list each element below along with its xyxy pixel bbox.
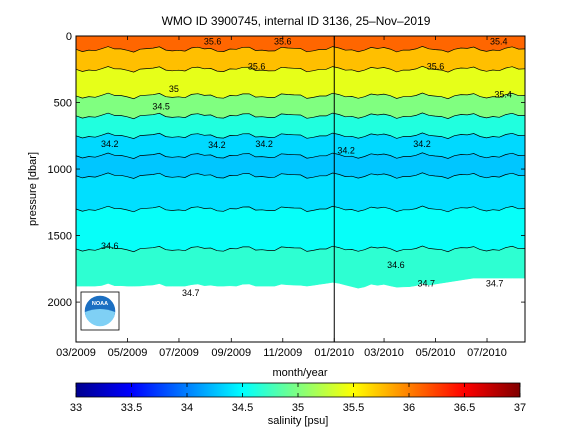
plot-frame (75, 35, 526, 343)
contour-label: 34.2 (208, 140, 226, 150)
contour-label: 34.7 (486, 279, 504, 289)
contour-label: 35.4 (490, 36, 508, 46)
y-tick-label: 1000 (48, 164, 72, 176)
colorbar-ticks: 33 33.5 34 34.5 35 35.5 36 36.5 37 (70, 383, 526, 414)
contour-line (76, 46, 525, 53)
contour-label: 34.6 (101, 241, 119, 251)
colorbar-tick-label: 33 (70, 402, 82, 414)
salinity-band (76, 172, 525, 213)
contour-label: 34.5 (152, 102, 170, 112)
x-tick-label: 03/2010 (364, 347, 404, 359)
x-tick-label: 11/2009 (263, 347, 302, 359)
x-axis: 03/2009 05/2009 07/2009 09/2009 11/2009 01/20… (56, 36, 507, 359)
colorbar-tick-label: 34.5 (232, 402, 253, 414)
contour-line (76, 205, 525, 213)
svg-text:NOAA: NOAA (92, 301, 108, 307)
colorbar-tick-label: 36.5 (454, 402, 475, 414)
contour-line (76, 172, 525, 179)
salinity-band (76, 66, 525, 99)
y-tick-label: 2000 (48, 297, 72, 309)
colorbar-label: salinity [psu] (268, 415, 329, 427)
colorbar-tick-label: 34 (181, 402, 193, 414)
salinity-band (76, 245, 525, 289)
colorbar: 33 33.5 34 34.5 35 35.5 36 36.5 37 salinity [psu… (70, 382, 526, 427)
contour-label: 35.6 (427, 62, 445, 72)
x-tick-label: 05/2010 (416, 347, 456, 359)
contour-label: 34.2 (337, 145, 355, 155)
colorbar-tick-label: 37 (514, 402, 526, 414)
y-tick-label: 1500 (48, 231, 72, 243)
x-tick-label: 05/2009 (108, 347, 148, 359)
x-axis-label: month/year (272, 367, 327, 379)
contour-label: 34.2 (101, 139, 119, 149)
contour-line (76, 132, 525, 139)
chart-title: WMO ID 3900745, internal ID 3136, 25–Nov… (162, 14, 431, 28)
contour-label: 35.6 (204, 36, 222, 46)
x-tick-label: 09/2009 (211, 347, 251, 359)
salinity-field (76, 36, 525, 289)
x-tick-label: 07/2009 (159, 347, 199, 359)
colorbar-tick-label: 35.5 (343, 402, 364, 414)
contour-label: 34.7 (418, 279, 436, 289)
noaa-logo: NOAA (80, 291, 120, 331)
colorbar-tick-label: 35 (292, 402, 304, 414)
y-tick-label: 500 (54, 98, 72, 110)
salinity-band (76, 205, 525, 252)
contour-label: 34.7 (182, 288, 200, 298)
contour-lines (76, 46, 525, 253)
colorbar-tick-label: 36 (403, 402, 415, 414)
plot-area: 35.6 35.6 35.6 35.6 35.4 35.4 35 34.5 34.2 34.2 34… (76, 36, 525, 298)
contour-label: 35.6 (248, 62, 266, 72)
contour-label: 34.6 (387, 260, 405, 270)
contour-line (76, 152, 525, 159)
contour-label: 35 (169, 84, 179, 94)
contour-line (76, 65, 525, 73)
y-axis-label: pressure [dbar] (27, 152, 39, 226)
y-tick-label: 0 (66, 31, 72, 43)
contour-label: 35.4 (494, 90, 512, 100)
contour-label: 34.2 (413, 139, 431, 149)
x-tick-label: 07/2010 (467, 347, 507, 359)
contour-line (76, 245, 525, 253)
contour-labels: 35.6 35.6 35.6 35.6 35.4 35.4 35 34.5 34.2 34.2 34… (101, 36, 512, 298)
colorbar-tick-label: 33.5 (121, 402, 142, 414)
contour-line (76, 92, 525, 100)
x-tick-label: 03/2009 (56, 347, 96, 359)
y-axis: 0 500 1000 1500 2000 (48, 31, 525, 309)
contour-line (76, 112, 525, 120)
contour-label: 35.6 (274, 36, 292, 46)
contour-label: 34.2 (255, 139, 273, 149)
x-tick-label: 01/2010 (314, 347, 354, 359)
